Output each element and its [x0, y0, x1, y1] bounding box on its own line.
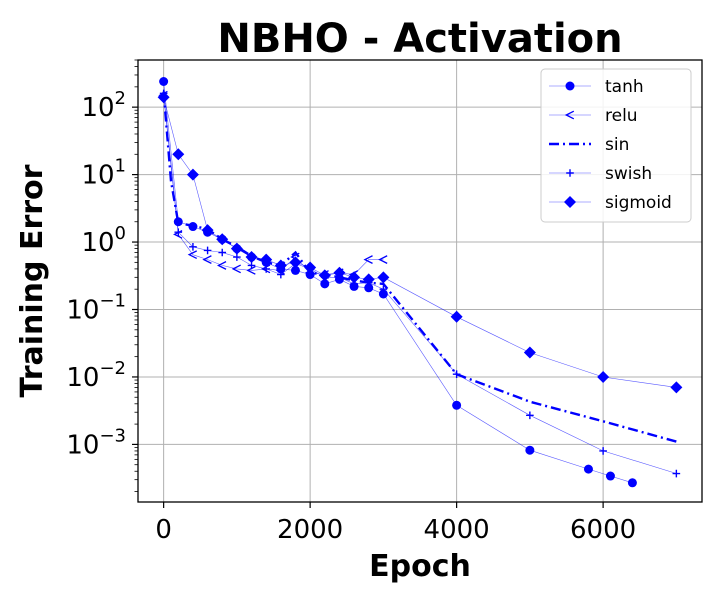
x-tick-label: 4000	[424, 515, 490, 545]
data-point	[565, 81, 575, 91]
y-tick-label: 100	[81, 223, 126, 258]
data-point	[452, 400, 462, 410]
legend-item-swish: swish	[549, 164, 652, 184]
data-point	[262, 265, 270, 273]
data-point	[201, 224, 214, 237]
x-tick-label: 6000	[570, 515, 636, 545]
legend-label: relu	[605, 106, 638, 126]
y-tick-base: 10	[81, 228, 114, 258]
data-point	[364, 283, 374, 293]
y-tick-label: 101	[81, 156, 126, 191]
chart-title: NBHO - Activation	[217, 16, 622, 62]
y-tick-exponent: −3	[99, 425, 126, 446]
data-point	[583, 464, 593, 474]
legend-label: sigmoid	[605, 193, 672, 213]
y-tick-base: 10	[66, 363, 99, 393]
data-point	[216, 261, 227, 270]
y-tick-base: 10	[66, 296, 99, 326]
data-point	[450, 310, 463, 323]
data-point	[186, 168, 199, 181]
x-tick-label: 0	[155, 515, 172, 545]
data-point	[333, 266, 346, 279]
data-point	[231, 264, 241, 274]
y-tick-exponent: 2	[115, 88, 126, 109]
data-point	[672, 469, 681, 478]
legend-label: swish	[605, 164, 652, 184]
y-tick-exponent: 0	[115, 223, 126, 244]
y-tick-label: 10−1	[66, 291, 126, 326]
data-point	[566, 169, 574, 177]
legend: tanh relu sin swish sigmoid	[540, 68, 692, 223]
y-tick-exponent: −1	[99, 291, 126, 312]
series-layer	[157, 77, 683, 488]
x-axis: 0 2000 4000 6000	[155, 502, 636, 545]
data-point	[245, 251, 258, 264]
data-point	[218, 248, 227, 257]
data-point	[379, 285, 388, 293]
y-tick-label: 10−3	[66, 425, 126, 460]
data-point	[289, 256, 302, 269]
y-tick-label: 102	[81, 88, 126, 123]
series-line	[163, 95, 384, 275]
data-point	[277, 270, 285, 279]
legend-item-relu: relu	[549, 106, 638, 126]
y-tick-exponent: 1	[115, 156, 126, 177]
data-point	[670, 381, 683, 394]
series-sin	[162, 91, 677, 443]
data-point	[274, 259, 287, 272]
y-tick-base: 10	[66, 430, 99, 460]
data-point	[187, 250, 198, 260]
legend-item-tanh: tanh	[549, 77, 644, 97]
data-point	[159, 77, 169, 87]
data-point	[246, 266, 256, 275]
data-point	[189, 243, 197, 251]
data-point	[348, 271, 361, 284]
data-point	[216, 233, 229, 246]
data-point	[523, 346, 536, 359]
data-point	[452, 370, 461, 378]
data-point	[564, 110, 575, 120]
data-point	[377, 271, 390, 284]
series-line	[162, 91, 677, 443]
y-tick-base: 10	[81, 93, 114, 123]
legend-item-sigmoid: sigmoid	[549, 193, 672, 213]
data-point	[599, 447, 607, 455]
legend-item-sin: sin	[549, 135, 629, 155]
data-point	[290, 265, 300, 275]
plot-frame	[137, 59, 703, 503]
data-point	[304, 261, 317, 274]
data-point	[230, 242, 243, 255]
data-point	[363, 255, 373, 264]
data-point	[320, 279, 330, 289]
y-tick-label: 10−2	[66, 358, 126, 393]
series-sigmoid	[157, 91, 683, 394]
legend-label: tanh	[605, 77, 644, 97]
data-point	[564, 196, 576, 208]
x-axis-label: Epoch	[369, 549, 471, 584]
data-point	[174, 228, 183, 236]
data-point	[597, 370, 610, 383]
data-point	[525, 445, 535, 455]
data-point	[605, 471, 615, 481]
x-tick-label: 2000	[277, 515, 343, 545]
data-point	[260, 253, 273, 266]
legend-box	[540, 68, 692, 223]
legend-label: sin	[605, 135, 629, 155]
data-point	[172, 148, 185, 161]
data-point	[202, 255, 212, 264]
y-tick-exponent: −2	[99, 358, 126, 379]
data-point	[318, 269, 331, 282]
data-point	[362, 273, 375, 286]
data-point	[627, 478, 637, 488]
data-point	[526, 411, 534, 420]
data-point	[378, 255, 388, 264]
data-point	[157, 91, 170, 104]
y-axis-label: Training Error	[15, 164, 50, 397]
y-tick-base: 10	[81, 161, 114, 191]
data-point	[203, 246, 212, 255]
